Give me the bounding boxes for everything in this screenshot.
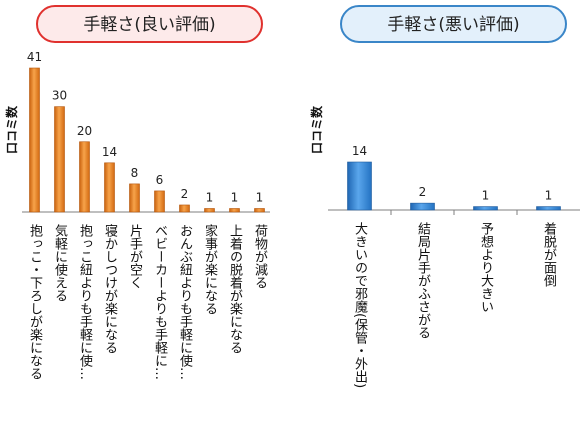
bad-category-label: 着脱が面倒 [541,221,557,288]
bad-value-label: 2 [419,185,427,199]
bad-category-label: 大きいので邪魔(保管・外出) [352,222,368,388]
chart-title-good: 手軽さ(良い評価) [83,15,215,35]
bad-bar [347,161,372,211]
title-box-good [36,5,263,43]
good-bar [79,141,90,213]
good-value-label: 20 [77,124,92,138]
good-bar [229,208,240,213]
bad-value-label: 14 [352,144,367,158]
bad-bar [473,206,498,211]
good-bar [154,190,165,213]
good-bar [54,106,65,213]
chart-good-reviews: 手軽さ(良い評価) 口コミ数 41 抱っこ・下ろしが楽になる 30 気軽に使える 20 抱… [4,5,270,380]
good-bar [104,162,115,213]
good-category-label: 上着の脱着が楽になる [227,224,243,354]
good-bar [179,204,190,213]
good-value-label: 30 [52,89,67,103]
good-bar [254,208,265,213]
chart-title-bad: 手軽さ(悪い評価) [387,15,519,35]
good-value-label: 14 [102,145,117,159]
good-bar [129,183,140,213]
good-bar [29,67,40,213]
good-bar [204,208,215,213]
bad-bar [536,206,561,211]
title-box-bad [340,5,567,43]
good-value-label: 2 [181,187,189,201]
good-value-label: 1 [231,190,239,204]
good-category-label: 家事が楽になる [202,223,218,315]
good-category-label: 寝かしつけが楽になる [102,223,118,354]
bad-value-label: 1 [545,189,553,203]
chart-bad-reviews: 手軽さ(悪い評価) 口コミ数 14 大きいので邪魔(保管・外出) 2 結局片手がふさが… [309,5,580,388]
good-category-label: おんぶ紐よりも手軽に使… [177,224,193,380]
y-axis-label-good: 口コミ数 [4,105,19,154]
bad-category-label: 予想より大きい [478,222,494,313]
good-value-label: 1 [206,190,214,204]
y-axis-label-bad: 口コミ数 [309,105,324,154]
bad-value-label: 1 [482,189,490,203]
good-category-label: 抱っこ・下ろしが楽になる [27,223,43,380]
good-value-label: 41 [27,50,42,64]
good-category-label: ベビーカーよりも手軽に… [152,224,168,380]
bad-category-label: 結局片手がふさがる [415,222,431,339]
good-value-label: 8 [131,166,139,180]
good-value-label: 6 [156,173,164,187]
bad-bar [410,202,435,211]
good-category-label: 気軽に使える [52,223,68,302]
good-category-label: 抱っこ紐よりも手軽に使… [77,223,93,380]
good-category-label: 片手が空く [127,224,143,289]
good-value-label: 1 [256,190,264,204]
good-category-label: 荷物が減る [252,224,268,289]
